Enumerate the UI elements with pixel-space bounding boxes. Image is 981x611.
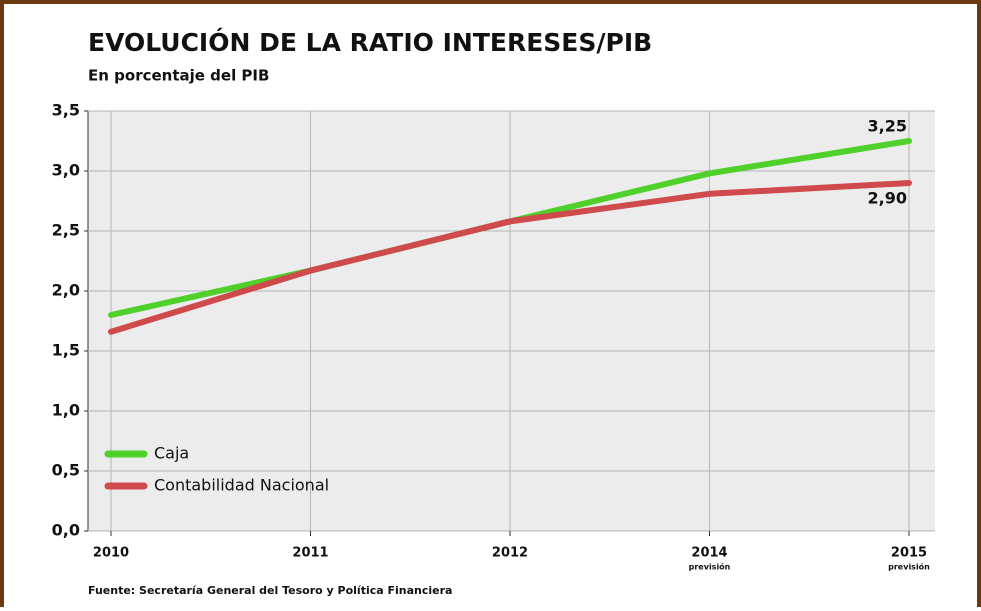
chart-title: EVOLUCIÓN DE LA RATIO INTERESES/PIB bbox=[88, 27, 652, 57]
y-tick-label: 0,5 bbox=[52, 461, 80, 480]
x-tick-note: previsión bbox=[888, 562, 930, 572]
y-tick-label: 0,0 bbox=[52, 521, 80, 540]
x-tick-label: 2012 bbox=[492, 546, 528, 561]
x-tick-label: 2014 bbox=[691, 546, 727, 561]
x-tick-note: previsión bbox=[689, 562, 731, 572]
chart-subtitle: En porcentaje del PIB bbox=[88, 67, 269, 85]
y-tick-label: 2,0 bbox=[52, 281, 80, 300]
y-tick-label: 1,5 bbox=[52, 341, 80, 360]
x-tick-label: 2011 bbox=[292, 546, 328, 561]
y-tick-label: 1,0 bbox=[52, 401, 80, 420]
series-line bbox=[108, 180, 912, 335]
y-tick-label: 2,5 bbox=[52, 221, 80, 240]
legend-label: Caja bbox=[154, 444, 189, 463]
x-tick-label: 2010 bbox=[93, 546, 129, 561]
y-tick-label: 3,0 bbox=[52, 161, 80, 180]
source: Fuente: Secretaría General del Tesoro y … bbox=[88, 584, 452, 597]
data-label: 3,25 bbox=[868, 117, 907, 136]
data-label: 2,90 bbox=[868, 189, 907, 208]
legend-label: Contabilidad Nacional bbox=[154, 476, 329, 495]
x-tick-label: 2015 bbox=[891, 546, 927, 561]
y-tick-label: 3,5 bbox=[52, 101, 80, 120]
plot-area bbox=[88, 111, 935, 531]
